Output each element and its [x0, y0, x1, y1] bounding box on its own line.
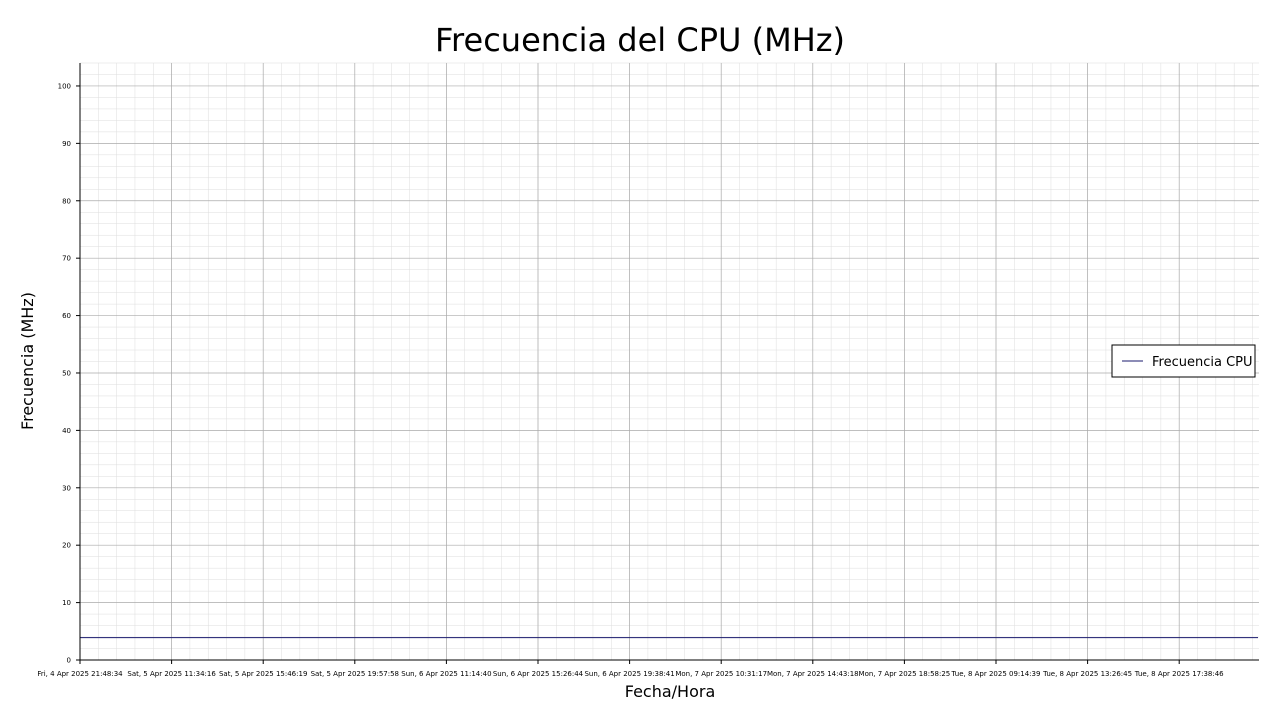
major-grid — [79, 63, 1259, 661]
x-tick-label: Sat, 5 Apr 2025 15:46:19 — [219, 670, 307, 678]
y-tick-label: 50 — [62, 369, 71, 377]
y-tick-label: 80 — [62, 197, 71, 205]
x-tick-label: Sat, 5 Apr 2025 11:34:16 — [127, 670, 216, 678]
x-tick-label: Sun, 6 Apr 2025 11:14:40 — [401, 670, 491, 678]
y-tick-label: 40 — [62, 427, 71, 435]
x-tick-label: Mon, 7 Apr 2025 14:43:18 — [767, 670, 859, 678]
y-tick-label: 10 — [62, 599, 71, 607]
x-axis-label: Fecha/Hora — [625, 682, 716, 701]
x-tick-label: Tue, 8 Apr 2025 09:14:39 — [951, 670, 1041, 678]
y-tick-label: 30 — [62, 484, 71, 492]
axes — [79, 63, 1259, 661]
y-tick-label: 90 — [62, 140, 71, 148]
y-axis-ticks: 0 10 20 30 40 50 60 70 80 90 100 — [58, 82, 80, 665]
minor-grid — [80, 62, 1259, 660]
y-tick-label: 60 — [62, 312, 71, 320]
x-axis-ticks: Fri, 4 Apr 2025 21:48:34 Sat, 5 Apr 2025 … — [37, 660, 1224, 678]
x-tick-label: Sat, 5 Apr 2025 19:57:58 — [311, 670, 399, 678]
x-tick-label: Mon, 7 Apr 2025 18:58:25 — [859, 670, 951, 678]
x-tick-label: Tue, 8 Apr 2025 17:38:46 — [1134, 670, 1224, 678]
x-tick-label: Mon, 7 Apr 2025 10:31:17 — [675, 670, 767, 678]
y-tick-label: 0 — [67, 657, 71, 665]
x-tick-label: Sun, 6 Apr 2025 15:26:44 — [493, 670, 584, 678]
y-axis-label: Frecuencia (MHz) — [18, 292, 37, 430]
y-tick-label: 100 — [58, 82, 71, 90]
chart-title: Frecuencia del CPU (MHz) — [435, 21, 845, 59]
x-tick-label: Fri, 4 Apr 2025 21:48:34 — [37, 670, 123, 678]
legend: Frecuencia CPU — [1111, 344, 1256, 378]
x-tick-label: Sun, 6 Apr 2025 19:38:41 — [584, 670, 674, 678]
y-tick-label: 70 — [62, 255, 71, 263]
y-tick-label: 20 — [62, 542, 71, 550]
x-tick-label: Tue, 8 Apr 2025 13:26:45 — [1042, 670, 1132, 678]
legend-label-frecuencia-cpu: Frecuencia CPU — [1152, 355, 1253, 370]
